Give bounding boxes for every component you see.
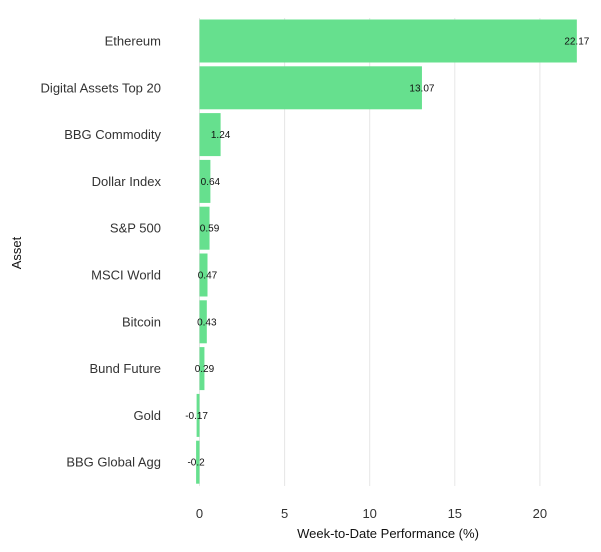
x-tick-label: 5 — [281, 506, 288, 521]
y-axis-title: Asset — [9, 236, 24, 269]
x-axis-title: Week-to-Date Performance (%) — [297, 526, 479, 541]
data-label: -0.2 — [187, 458, 205, 469]
bar — [199, 253, 208, 297]
category-label: Bund Future — [89, 361, 161, 376]
data-label: 0.47 — [198, 271, 218, 282]
x-tick-label: 20 — [533, 506, 547, 521]
x-tick-label: 15 — [448, 506, 462, 521]
bar — [199, 347, 205, 391]
category-label: BBG Global Agg — [66, 455, 161, 470]
data-label: 0.59 — [200, 224, 220, 235]
category-label: Gold — [134, 408, 161, 423]
bar — [196, 393, 200, 437]
data-label: 0.29 — [195, 364, 215, 375]
data-label: 1.24 — [211, 130, 231, 141]
x-tick-labels: 0 5 10 15 20 — [196, 506, 547, 521]
bars — [196, 19, 577, 484]
bar — [196, 440, 200, 484]
category-label: MSCI World — [91, 268, 161, 283]
bar — [199, 66, 422, 110]
category-label: BBG Commodity — [64, 127, 161, 142]
category-labels: Ethereum Digital Assets Top 20 BBG Commodi… — [41, 34, 162, 470]
data-label: 13.07 — [409, 83, 434, 94]
x-tick-label: 0 — [196, 506, 203, 521]
data-label: 0.64 — [201, 177, 221, 188]
category-label: S&P 500 — [110, 221, 161, 236]
bar — [199, 19, 577, 63]
category-label: Dollar Index — [92, 174, 162, 189]
bar — [199, 113, 221, 157]
data-labels: 22.17 13.07 1.24 0.64 0.59 0.47 0.43 0.29 -0.17 -… — [185, 37, 590, 469]
category-label: Bitcoin — [122, 314, 161, 329]
category-label: Digital Assets Top 20 — [41, 80, 161, 95]
data-label: 0.43 — [197, 317, 217, 328]
bar — [199, 300, 207, 344]
category-label: Ethereum — [105, 34, 161, 49]
data-label: 22.17 — [564, 37, 589, 48]
bar — [199, 159, 211, 203]
bar — [199, 206, 210, 250]
x-tick-label: 10 — [362, 506, 376, 521]
data-label: -0.17 — [185, 411, 208, 422]
